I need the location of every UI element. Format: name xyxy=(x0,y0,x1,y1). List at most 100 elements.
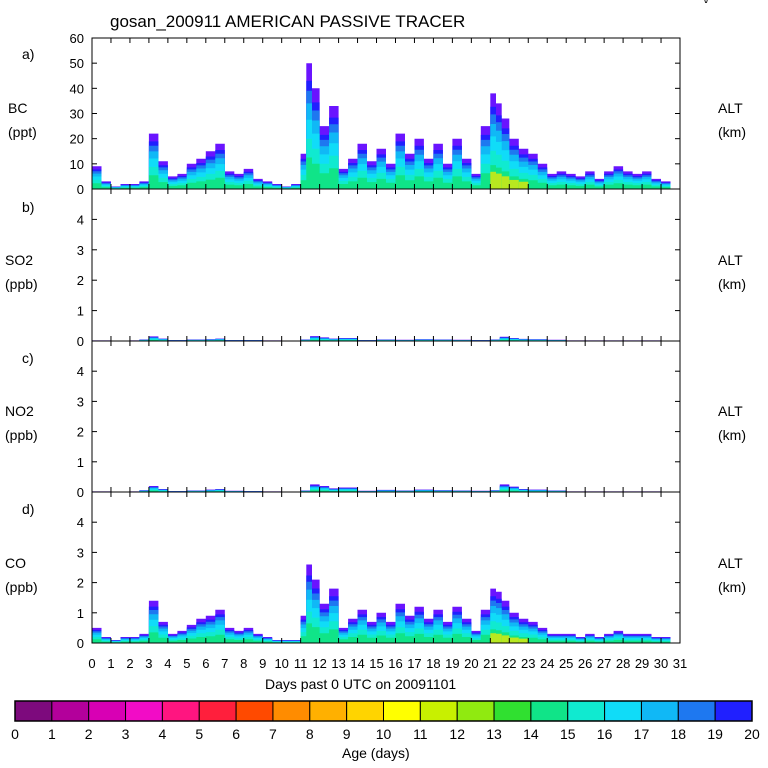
corner-mark: \/ xyxy=(703,0,710,6)
panel-3-age-layer-5 xyxy=(92,611,671,643)
colorbar-tick-8: 8 xyxy=(306,726,314,742)
x-tick-label-3: 3 xyxy=(145,656,152,671)
x-axis-label: Days past 0 UTC on 20091101 xyxy=(265,676,457,692)
panel-0-young-fill-47 xyxy=(518,181,529,189)
panel-0-young-fill-43 xyxy=(490,171,497,189)
panel-3-age-layer-6 xyxy=(92,623,671,643)
chart-title: gosan_200911 AMERICAN PASSIVE TRACER xyxy=(110,12,466,31)
panel-b-alt: ALT xyxy=(718,252,743,268)
panel-0-age-layer-5 xyxy=(92,138,671,189)
colorbar-tick-18: 18 xyxy=(671,726,687,742)
colorbar-swatch-8 xyxy=(309,700,348,722)
x-tick-label-12: 12 xyxy=(312,656,326,671)
x-tick-label-14: 14 xyxy=(350,656,364,671)
colorbar-tick-17: 17 xyxy=(634,726,650,742)
panel-0-ytick-label-3: 30 xyxy=(70,107,84,122)
x-tick-label-16: 16 xyxy=(388,656,402,671)
colorbar-label: Age (days) xyxy=(342,745,410,761)
panel-0-age-layer-4 xyxy=(92,119,671,189)
panel-c-letter: c) xyxy=(22,350,34,366)
panel-0-age-layer-6 xyxy=(92,157,671,189)
colorbar-tick-13: 13 xyxy=(486,726,502,742)
panel-1-ytick-label-0: 0 xyxy=(77,334,84,349)
colorbar-swatch-6 xyxy=(235,700,274,722)
colorbar-tick-20: 20 xyxy=(744,726,760,742)
x-tick-label-17: 17 xyxy=(407,656,421,671)
colorbar-tick-1: 1 xyxy=(48,726,56,742)
colorbar-tick-3: 3 xyxy=(122,726,130,742)
panel-c-alt: ALT xyxy=(718,403,743,419)
panel-b-letter: b) xyxy=(22,199,35,215)
panel-a-alt: ALT xyxy=(718,100,743,116)
colorbar-tick-12: 12 xyxy=(449,726,465,742)
colorbar-tick-16: 16 xyxy=(597,726,613,742)
panel-3-age-layer-4 xyxy=(92,599,671,643)
panel-1-frame xyxy=(91,188,681,342)
panel-3-age-layer-3 xyxy=(92,589,671,643)
colorbar-swatch-17 xyxy=(640,700,679,722)
x-tick-label-7: 7 xyxy=(221,656,228,671)
panel-3-young-fill-44 xyxy=(496,633,502,643)
x-tick-label-27: 27 xyxy=(597,656,611,671)
x-tick-label-19: 19 xyxy=(445,656,459,671)
panel-0-ytick-label-2: 20 xyxy=(70,132,84,147)
x-tick-label-1: 1 xyxy=(107,656,114,671)
x-tick-label-13: 13 xyxy=(331,656,345,671)
x-tick-label-11: 11 xyxy=(294,656,308,671)
panel-c-species: NO2 xyxy=(5,403,34,419)
x-tick-label-26: 26 xyxy=(578,656,592,671)
panel-b-unit: (ppb) xyxy=(5,276,38,292)
x-tick-label-24: 24 xyxy=(540,656,554,671)
panel-0-young-fill-46 xyxy=(509,179,519,189)
panel-3-young-fill-47 xyxy=(518,638,529,643)
colorbar-swatch-10 xyxy=(383,700,421,722)
panel-0-ytick-label-6: 60 xyxy=(70,31,84,46)
colorbar-swatch-2 xyxy=(88,700,127,722)
colorbar-tick-6: 6 xyxy=(232,726,240,742)
panel-a-letter: a) xyxy=(22,46,35,62)
panel-a-alt-unit: (km) xyxy=(718,124,746,140)
panel-d-letter: d) xyxy=(22,501,35,517)
colorbar-swatch-19 xyxy=(714,700,753,722)
x-tick-label-9: 9 xyxy=(259,656,266,671)
panel-b-species: SO2 xyxy=(5,252,34,268)
panel-3-young-fill-46 xyxy=(509,637,519,643)
colorbar-tick-7: 7 xyxy=(269,726,277,742)
panel-d-alt: ALT xyxy=(718,555,743,571)
colorbar-swatch-11 xyxy=(419,700,458,722)
x-tick-label-31: 31 xyxy=(673,656,687,671)
panel-3-ytick-label-1: 1 xyxy=(77,606,84,621)
panel-0-ytick-label-1: 10 xyxy=(70,157,84,172)
colorbar-swatch-12 xyxy=(456,700,495,722)
x-tick-label-25: 25 xyxy=(559,656,573,671)
panel-2-ytick-label-3: 3 xyxy=(77,394,84,409)
panel-c-alt-unit: (km) xyxy=(718,427,746,443)
colorbar-tick-2: 2 xyxy=(85,726,93,742)
colorbar-tick-9: 9 xyxy=(343,726,351,742)
x-tick-label-20: 20 xyxy=(464,656,478,671)
panel-3-ytick-label-4: 4 xyxy=(77,515,84,530)
panel-1-ytick-label-3: 3 xyxy=(77,243,84,258)
panel-2-frame xyxy=(91,340,681,493)
colorbar-swatch-3 xyxy=(125,700,163,722)
colorbar-swatch-16 xyxy=(604,700,642,722)
panel-c-unit: (ppb) xyxy=(5,427,38,443)
x-tick-label-28: 28 xyxy=(616,656,630,671)
x-tick-label-21: 21 xyxy=(483,656,497,671)
colorbar-swatch-18 xyxy=(677,700,716,722)
x-tick-label-15: 15 xyxy=(369,656,383,671)
colorbar-tick-4: 4 xyxy=(159,726,167,742)
colorbar-tick-10: 10 xyxy=(376,726,392,742)
colorbar-tick-5: 5 xyxy=(195,726,203,742)
panel-d-alt-unit: (km) xyxy=(718,579,746,595)
x-tick-label-18: 18 xyxy=(426,656,440,671)
panel-b-alt-unit: (km) xyxy=(718,276,746,292)
panel-3-ytick-label-0: 0 xyxy=(77,636,84,651)
panel-0-ytick-label-5: 50 xyxy=(70,56,84,71)
panel-0-young-fill-45 xyxy=(501,176,510,189)
x-tick-label-5: 5 xyxy=(183,656,190,671)
panel-0-ytick-label-0: 0 xyxy=(77,182,84,197)
colorbar-swatch-0 xyxy=(14,700,53,722)
panel-0-young-fill-44 xyxy=(496,173,502,189)
